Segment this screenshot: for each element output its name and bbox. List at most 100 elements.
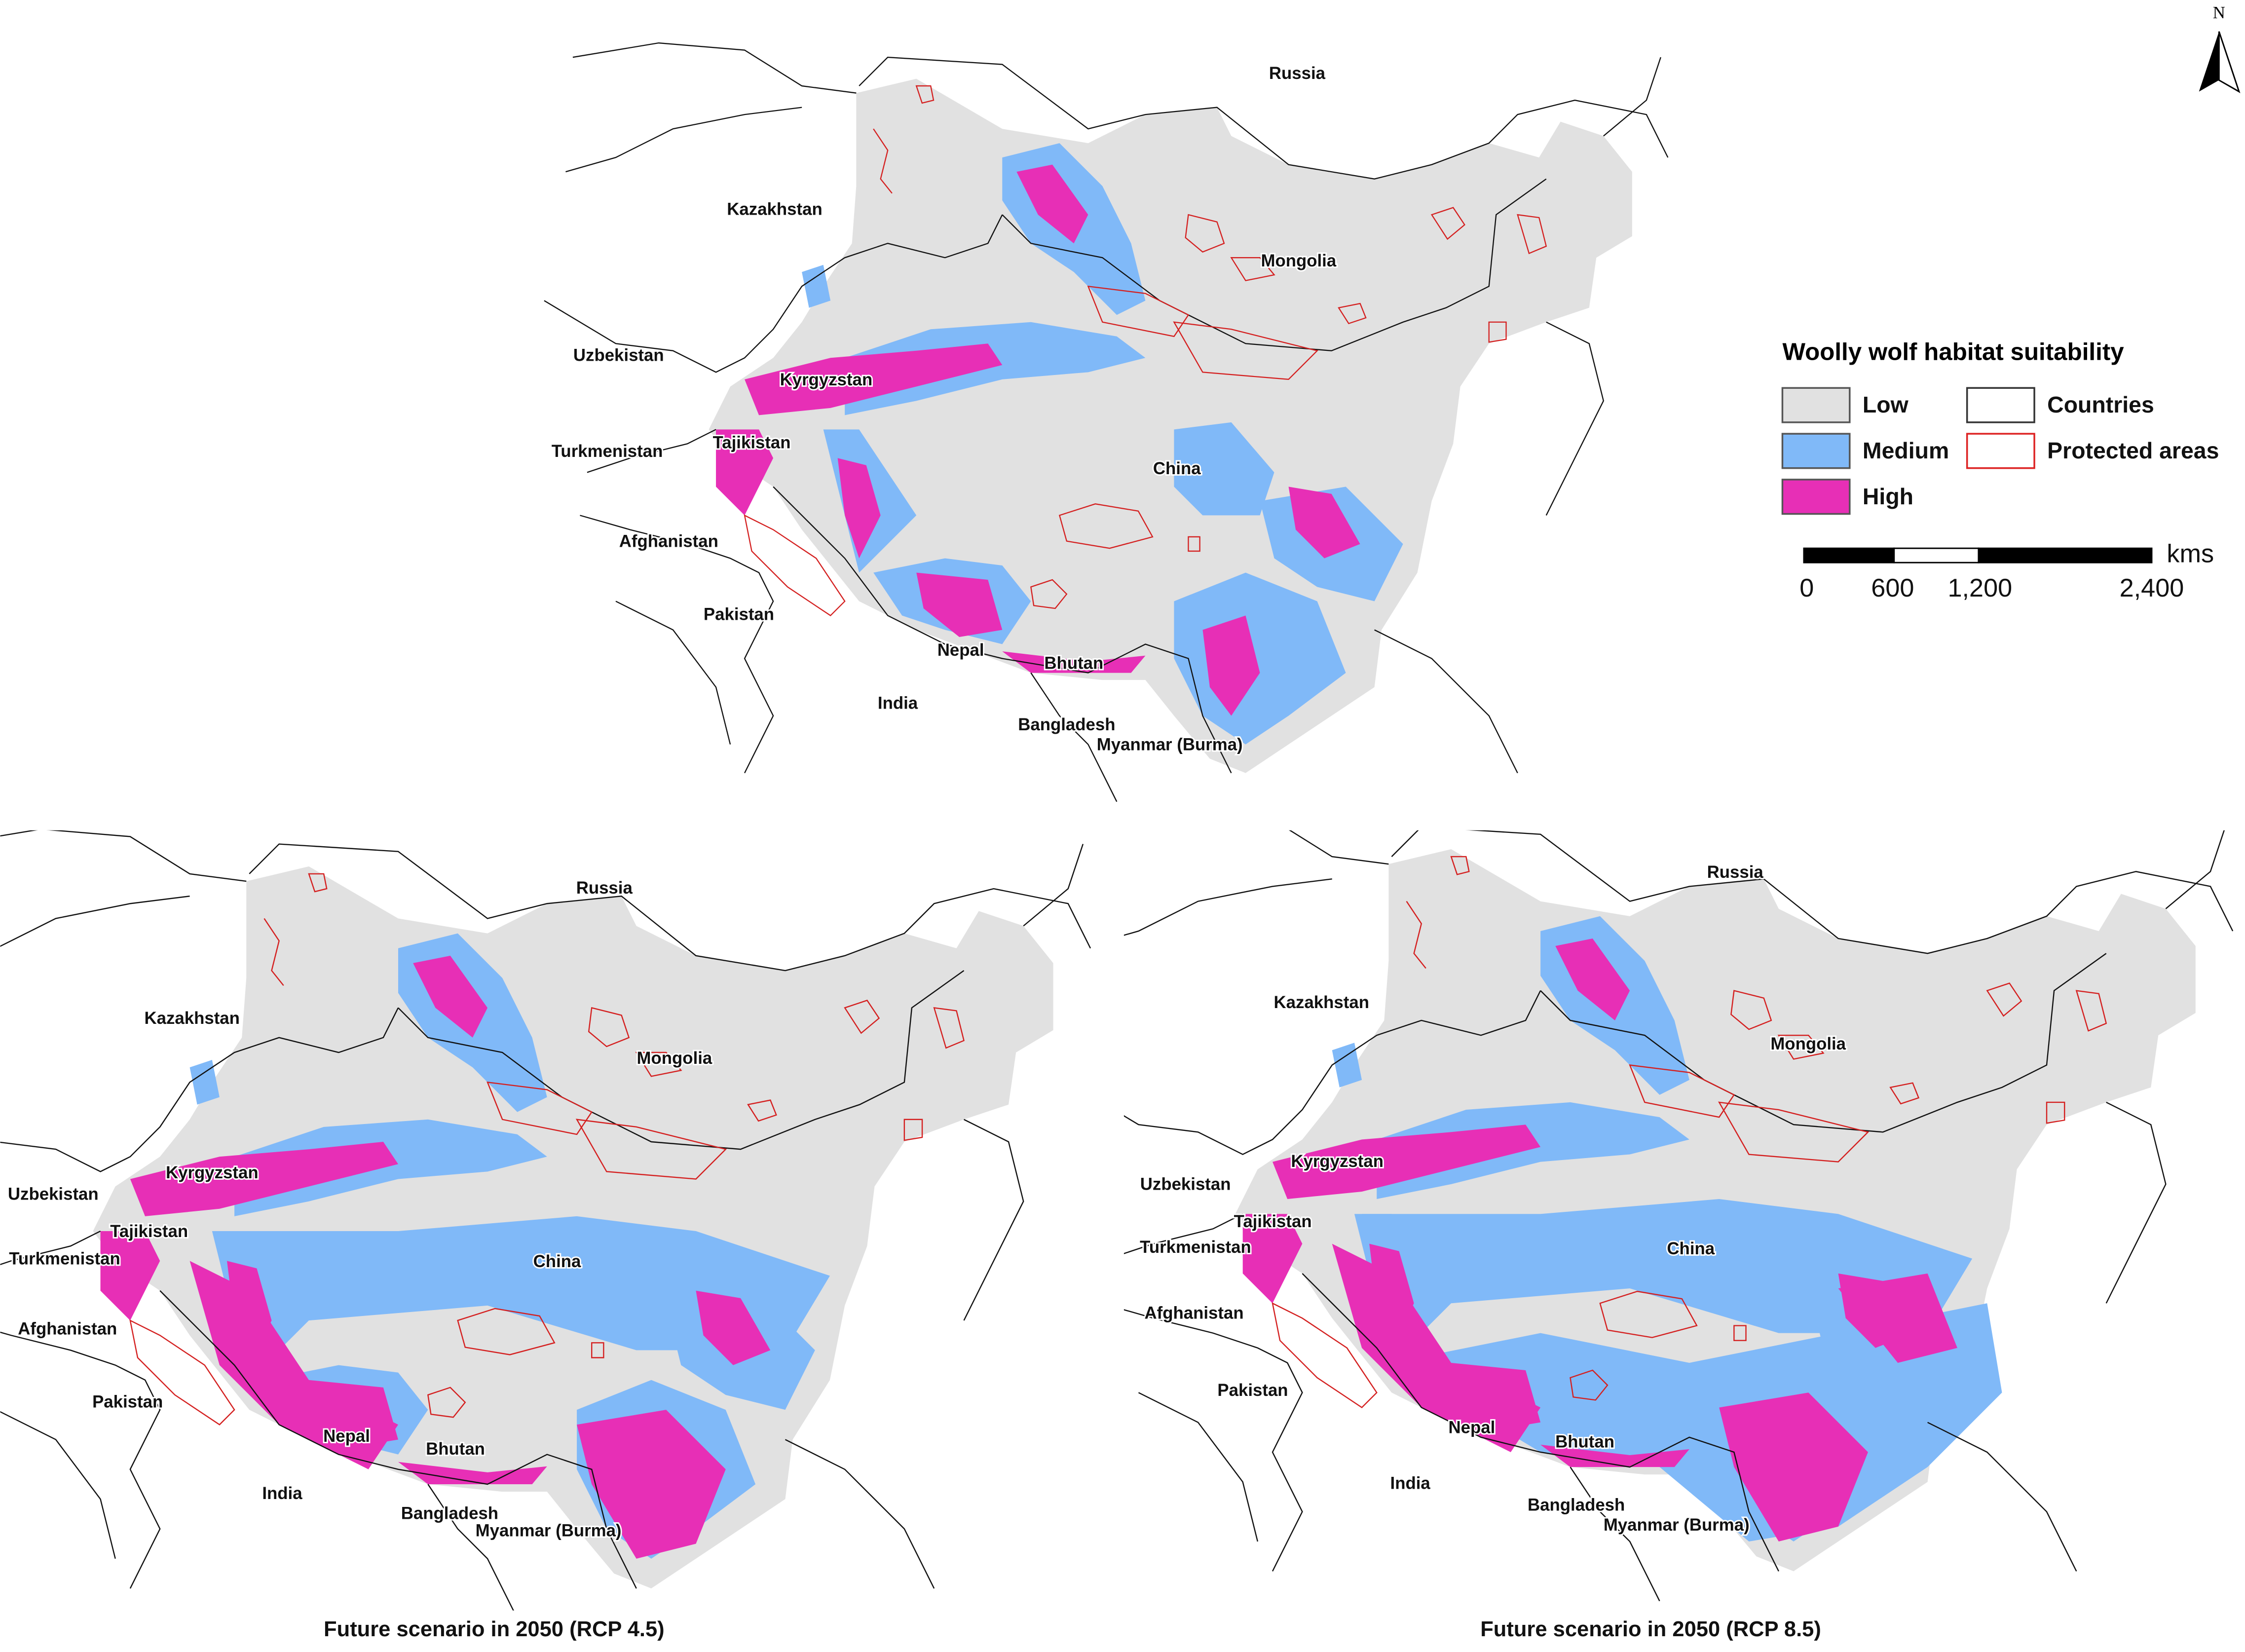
country-border (0, 1331, 161, 1589)
medium-suitability-area (189, 1060, 220, 1105)
country-border (1030, 672, 1118, 802)
legend-swatch (1966, 433, 2035, 469)
protected-area (1188, 536, 1200, 552)
country-label: Russia (1269, 64, 1326, 83)
legend: Low Medium High Countries Protected areas (1781, 387, 2219, 515)
country-label: Tajikistan (110, 1222, 188, 1241)
country-label: Uzbekistan (8, 1185, 99, 1204)
high-suitability-area (1540, 1444, 1689, 1467)
country-border (2105, 1101, 2167, 1304)
protected-area (1087, 285, 1190, 338)
country-label: India (878, 694, 918, 713)
country-border (1123, 990, 1541, 1155)
country-label: Afghanistan (619, 532, 718, 551)
scale-segment (1803, 547, 1895, 563)
protected-area (588, 1007, 630, 1048)
protected-area (1450, 856, 1470, 875)
country-label: Bangladesh (1018, 715, 1115, 734)
country-label: Russia (1707, 863, 1764, 882)
medium-suitability-area (802, 264, 831, 308)
protected-area (844, 999, 880, 1034)
country-label: Kazakhstan (145, 1009, 240, 1028)
scale-label: 600 (1871, 574, 1914, 602)
country-border (1570, 1466, 1660, 1602)
protected-area (915, 85, 935, 104)
country-label: Russia (576, 878, 633, 898)
medium-suitability-area (1362, 1199, 1973, 1333)
high-suitability-area (189, 1261, 398, 1469)
country-border (580, 515, 774, 774)
protected-area (1730, 990, 1772, 1030)
high-suitability-area (100, 1231, 160, 1321)
protected-area (1599, 1290, 1698, 1338)
high-suitability-area (1272, 1125, 1541, 1200)
country-border (1391, 830, 2234, 954)
medium-suitability-area (1174, 572, 1346, 745)
protected-area (575, 1119, 727, 1180)
country-label: Tajikistan (1234, 1212, 1312, 1231)
scale-label: 0 (1799, 574, 1814, 602)
country-border (565, 107, 802, 173)
protected-area (486, 1081, 593, 1135)
country-label: Turkmenistan (9, 1249, 120, 1268)
country-label: Bhutan (426, 1439, 485, 1459)
panel-title: Future scenario in 2050 (RCP 4.5) (324, 1617, 665, 1641)
high-suitability-area (1719, 1392, 1868, 1542)
medium-suitability-area (1377, 1102, 1689, 1200)
north-arrow (2218, 31, 2241, 93)
protected-area (1986, 982, 2022, 1017)
high-suitability-area (716, 429, 774, 516)
protected-area (1173, 321, 1318, 380)
country-label: Bhutan (1555, 1432, 1614, 1452)
country-border (1540, 953, 2107, 1133)
high-suitability-area (1242, 1214, 1303, 1304)
protected-area (1777, 1034, 1825, 1060)
country-border (1123, 1213, 1243, 1254)
country-border (398, 970, 965, 1150)
country-label: Afghanistan (1145, 1304, 1244, 1323)
north-label: N (2213, 3, 2225, 22)
protected-area (744, 514, 846, 617)
country-label: Uzbekistan (1140, 1174, 1231, 1194)
country-label: Kazakhstan (727, 200, 822, 219)
country-label: Kyrgyzstan (166, 1163, 259, 1182)
country-label: Nepal (937, 640, 984, 660)
country-label: China (1153, 459, 1201, 478)
legend-swatch (1781, 433, 1851, 469)
protected-area (308, 873, 328, 893)
high-suitability-area (130, 1142, 398, 1216)
legend-swatch (1781, 479, 1851, 515)
country-label: India (262, 1484, 302, 1503)
country-border (0, 830, 247, 882)
protected-area (1570, 1369, 1609, 1401)
legend-swatch (1966, 387, 2035, 423)
high-suitability-area (398, 1462, 547, 1484)
country-label: Turkmenistan (552, 442, 663, 461)
country-label: Turkmenistan (1140, 1238, 1251, 1257)
country-border (249, 843, 1091, 972)
country-label: Kazakhstan (1274, 993, 1369, 1012)
high-suitability-area (1202, 615, 1260, 716)
medium-suitability-area (234, 1119, 547, 1216)
protected-area (903, 1119, 923, 1141)
legend-title: Woolly wolf habitat suitability (1782, 338, 2124, 366)
scale-labels: 0 600 1,200 2,400 (1799, 574, 2184, 602)
map (0, 830, 1091, 1611)
country-border (963, 1119, 1024, 1321)
country-label: Kyrgyzstan (1291, 1152, 1384, 1171)
country-border (859, 56, 1669, 180)
high-suitability-area (1555, 939, 1630, 1020)
country-border (0, 1411, 116, 1559)
country-label: Pakistan (704, 605, 774, 624)
protected-area (263, 918, 284, 986)
country-label: Pakistan (92, 1392, 163, 1411)
country-border (544, 214, 1003, 373)
high-suitability-area (745, 343, 1003, 415)
country-border (587, 429, 716, 473)
high-suitability-area (1016, 164, 1088, 244)
medium-suitability-area (219, 1216, 830, 1351)
protected-area (2046, 1101, 2065, 1124)
country-label: Myanmar (Burma) (1604, 1515, 1750, 1535)
